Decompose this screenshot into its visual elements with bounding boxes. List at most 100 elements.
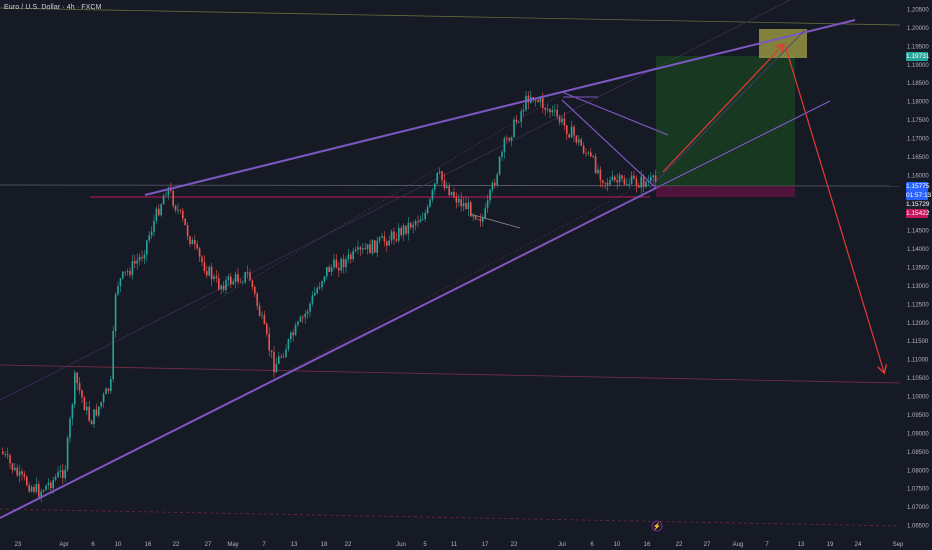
- candle-body: [333, 259, 335, 268]
- time-tick-label: 13: [798, 542, 805, 548]
- price-tick-label: 1.10500: [907, 376, 929, 382]
- channel-lower-line[interactable]: [0, 187, 657, 519]
- candle-body: [470, 202, 472, 217]
- candle-body: [371, 240, 374, 254]
- wedge-lower[interactable]: [561, 99, 657, 189]
- candle-body: [520, 111, 522, 122]
- candle-body: [83, 397, 86, 411]
- candle-body: [609, 180, 611, 185]
- candle-body: [21, 471, 23, 475]
- arrow-up-to-target[interactable]: [662, 45, 783, 173]
- price-tick-label: 1.07500: [907, 487, 929, 493]
- time-tick-label: May: [227, 542, 238, 548]
- candle-body: [590, 152, 592, 157]
- candle-body: [506, 138, 508, 139]
- candle-body: [460, 199, 462, 207]
- candle-body: [645, 181, 647, 187]
- time-tick-label: 22: [511, 542, 518, 548]
- candle-body: [350, 254, 352, 260]
- candle-body: [306, 311, 309, 314]
- candle-body: [479, 219, 482, 222]
- candle-body: [266, 323, 268, 334]
- time-tick-label: 16: [644, 542, 651, 548]
- channel-upper-line-ext[interactable]: [561, 19, 856, 93]
- time-tick-label: 6: [91, 542, 95, 548]
- candle-body: [338, 267, 340, 271]
- time-tick-label: 16: [145, 542, 152, 548]
- candle-body: [573, 126, 575, 136]
- candle-body: [69, 418, 71, 438]
- channel-upper-line[interactable]: [144, 91, 563, 196]
- time-tick-label: 5: [423, 542, 427, 548]
- candle-body: [407, 222, 410, 234]
- candle-body: [592, 156, 594, 158]
- candle-body: [618, 175, 621, 183]
- candle-body: [496, 174, 498, 186]
- time-axis[interactable]: [0, 536, 932, 550]
- candle-body: [182, 210, 184, 219]
- price-tick-label: 1.19500: [907, 44, 929, 50]
- candle-body: [484, 208, 486, 218]
- candle-body: [414, 221, 417, 225]
- arrow-down-projection[interactable]: [784, 44, 884, 372]
- price-tick-label: 1.14500: [907, 229, 929, 235]
- candle-body: [402, 225, 405, 235]
- time-tick-label: 13: [291, 542, 298, 548]
- candle-body: [290, 332, 292, 340]
- candle-body: [323, 276, 326, 282]
- price-tick-label: 1.13500: [907, 266, 929, 272]
- candle-body: [640, 176, 642, 188]
- candle-body: [321, 281, 323, 288]
- candle-body: [71, 404, 74, 419]
- time-tick-label: 10: [115, 542, 122, 548]
- event-marker-icon[interactable]: [651, 520, 663, 532]
- price-tick-label: 1.19000: [907, 63, 929, 69]
- candle-body: [148, 235, 150, 241]
- loss-zone: [656, 186, 795, 197]
- small-trendline: [469, 213, 521, 229]
- candle-body: [486, 200, 489, 209]
- candle-body: [112, 330, 114, 380]
- candle-body: [47, 482, 50, 486]
- candle-body: [611, 176, 614, 181]
- time-tick-label: 7: [262, 542, 266, 548]
- candle-body: [141, 256, 143, 259]
- candle-body: [251, 280, 254, 288]
- candle-body: [446, 186, 448, 188]
- candle-body: [232, 281, 234, 285]
- parallel-guide: [649, 29, 806, 189]
- candle-body: [515, 119, 518, 122]
- price-axis[interactable]: [900, 0, 932, 550]
- candle-body: [477, 219, 479, 220]
- candle-body: [443, 180, 446, 188]
- price-tick-label: 1.16000: [907, 173, 929, 179]
- candle-body: [28, 485, 30, 492]
- candle-body: [431, 189, 434, 200]
- candle-body: [378, 237, 381, 241]
- channel-lower-ext[interactable]: [655, 100, 831, 189]
- candle-body: [597, 169, 599, 174]
- candle-body: [498, 156, 501, 175]
- candle-body: [76, 372, 78, 384]
- candle-body: [309, 303, 311, 312]
- candle-body: [417, 221, 419, 223]
- wedge-upper[interactable]: [561, 91, 669, 136]
- candle-body: [388, 240, 390, 246]
- candle-body: [124, 271, 126, 273]
- candle-body: [268, 333, 270, 351]
- candle-body: [542, 97, 544, 108]
- candle-body: [254, 287, 256, 294]
- candle-body: [244, 272, 246, 282]
- guide-diagonal-2: [199, 94, 561, 311]
- time-tick-label: 27: [205, 542, 212, 548]
- price-tick-label: 1.14000: [907, 247, 929, 253]
- price-label: 1.15422: [906, 208, 930, 218]
- candle-body: [386, 241, 388, 246]
- candle-body: [270, 350, 273, 353]
- candle-body: [426, 206, 429, 214]
- candle-body: [549, 109, 551, 113]
- candle-body: [594, 156, 597, 174]
- candle-body: [107, 388, 110, 391]
